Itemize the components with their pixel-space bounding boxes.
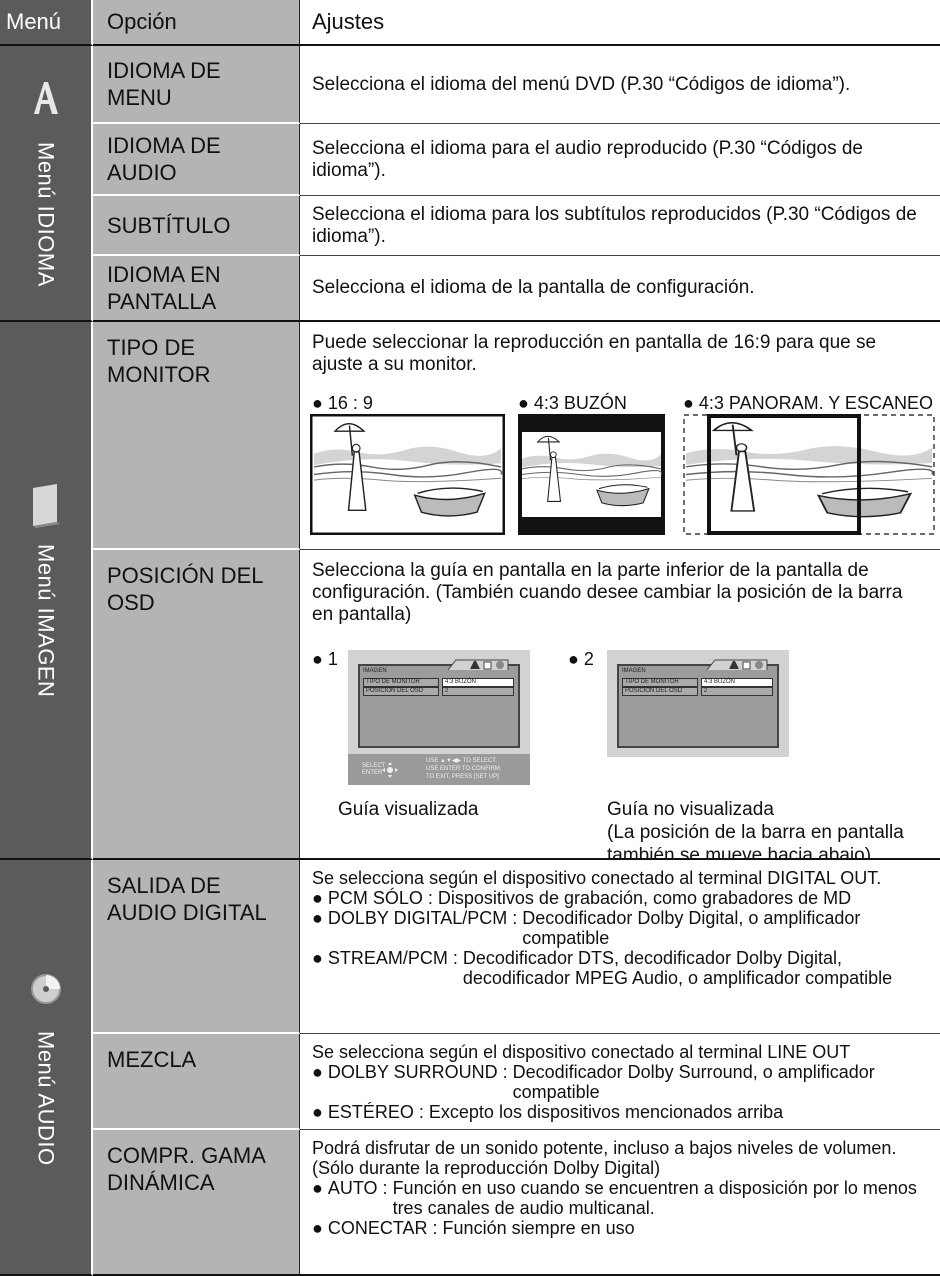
- caption-note: (La posición de la barra en pantalla tam…: [607, 822, 904, 860]
- osd-item-value: 2: [701, 687, 773, 696]
- menu-cell: Menú IMAGEN: [0, 322, 93, 860]
- settings-cell: Puede seleccionar la reproducción en pan…: [300, 322, 940, 550]
- osd-guide-line: TO EXIT, PRESS [SET UP]: [426, 774, 499, 780]
- menu-label: Menú IMAGEN: [33, 544, 59, 698]
- settings-text: Selecciona la guía en pantalla en la par…: [312, 560, 903, 625]
- settings-cell: Selecciona el idioma del menú DVD (P.30 …: [300, 46, 940, 124]
- menu-cell: Menú AUDIO: [0, 860, 93, 1276]
- settings-text: Selecciona el idioma del menú DVD (P.30 …: [312, 73, 851, 95]
- item-term: CONECTAR :: [312, 1218, 438, 1238]
- header-settings: Ajustes: [300, 0, 940, 46]
- bullet-item: STREAM/PCM :Decodificador DTS, decodific…: [312, 948, 928, 988]
- option-cell: COMPR. GAMA DINÁMICA: [93, 1130, 300, 1276]
- osd-guide-line: USE ENTER TO CONFIRM.: [426, 766, 502, 772]
- monitor-choice: 4:3 PANORAM. Y ESCANEO: [683, 392, 933, 414]
- caption-text: Guía no visualizada: [607, 799, 774, 820]
- osd-key: ENTER: [362, 770, 383, 776]
- osd-caption: Guía visualizada: [338, 798, 558, 821]
- settings-cell: Selecciona la guía en pantalla en la par…: [300, 550, 940, 860]
- item-text: Excepto los dispositivos mencionados arr…: [428, 1102, 784, 1122]
- option-cell: POSICIÓN DEL OSD: [93, 550, 300, 860]
- item-term: AUTO :: [312, 1178, 388, 1218]
- osd-tab: IMAGEN: [622, 668, 646, 674]
- settings-text: Selecciona el idioma para el audio repro…: [312, 137, 863, 181]
- choice-label: 2: [568, 648, 594, 670]
- item-text: Decodificador Dolby Digital, o amplifica…: [522, 908, 861, 948]
- header-menu: Menú: [0, 0, 93, 46]
- monitor-illustration: [683, 414, 935, 535]
- settings-note: (Sólo durante la reproducción Dolby Digi…: [312, 1158, 661, 1178]
- bullet-item: ESTÉREO :Excepto los dispositivos mencio…: [312, 1102, 928, 1122]
- osd-item-value: 2: [442, 687, 514, 696]
- bullet-item: AUTO :Función en uso cuando se encuentre…: [312, 1178, 928, 1218]
- item-term: DOLBY SURROUND :: [312, 1062, 508, 1102]
- monitor-illustration: [310, 414, 505, 535]
- settings-text: Podrá disfrutar de un sonido potente, in…: [312, 1138, 897, 1158]
- settings-cell: Podrá disfrutar de un sonido potente, in…: [300, 1130, 940, 1276]
- header-option: Opción: [93, 0, 300, 46]
- menu-icon: [30, 973, 61, 1004]
- option-cell: IDIOMA DE AUDIO: [93, 124, 300, 196]
- item-term: STREAM/PCM :: [312, 948, 458, 988]
- osd-item-label: TIPO DE MONITOR: [363, 678, 439, 687]
- option-cell: SALIDA DE AUDIO DIGITAL: [93, 860, 300, 1034]
- osd-dpad: [382, 762, 398, 778]
- option-cell: SUBTÍTULO: [93, 196, 300, 256]
- menu-label: Menú IDIOMA: [33, 141, 59, 287]
- osd-tab-icons: [448, 659, 509, 671]
- osd-key: SELECT: [362, 763, 386, 769]
- item-text: Función en uso cuando se encuentren a di…: [392, 1178, 917, 1218]
- osd-item-value: 4:3 BUZÓN: [701, 678, 773, 687]
- item-text: Decodificador DTS, decodificador Dolby D…: [462, 948, 893, 988]
- caption-text: Guía visualizada: [338, 799, 479, 820]
- settings-text: Selecciona el idioma para los subtítulos…: [312, 203, 917, 247]
- settings-text: Se selecciona según el dispositivo conec…: [312, 868, 882, 888]
- item-text: Función siempre en uso: [442, 1218, 635, 1238]
- osd-item-label: TIPO DE MONITOR: [622, 678, 698, 687]
- option-cell: TIPO DE MONITOR: [93, 322, 300, 550]
- osd-tab-icons: [707, 659, 768, 671]
- bullet-item: PCM SÓLO :Dispositivos de grabación, com…: [312, 888, 928, 908]
- settings-cell: Selecciona el idioma para el audio repro…: [300, 124, 940, 196]
- bullet-item: DOLBY DIGITAL/PCM :Decodificador Dolby D…: [312, 908, 928, 948]
- settings-text: Puede seleccionar la reproducción en pan…: [312, 332, 877, 375]
- item-text: Dispositivos de grabación, como grabador…: [437, 888, 852, 908]
- osd-guide-line: USE ▲▼◀▶ TO SELECT.: [426, 758, 497, 764]
- settings-cell: Se selecciona según el dispositivo conec…: [300, 1034, 940, 1130]
- item-term: DOLBY DIGITAL/PCM :: [312, 908, 517, 948]
- option-cell: IDIOMA DE MENU: [93, 46, 300, 124]
- osd-guide: SELECT ENTER USE ▲▼◀▶ TO SELECT. USE ENTER …: [348, 754, 530, 785]
- monitor-choice: 4:3 BUZÓN: [518, 392, 627, 414]
- osd-item-label: POSICIÓN DEL OSD: [363, 687, 439, 696]
- bullet-item: CONECTAR :Función siempre en uso: [312, 1218, 928, 1238]
- settings-text: Selecciona el idioma de la pantalla de c…: [312, 277, 755, 298]
- item-text: Decodificador Dolby Surround, o amplific…: [512, 1062, 875, 1102]
- osd-item-value: 4:3 BUZÓN: [442, 678, 514, 687]
- osd-item-label: POSICIÓN DEL OSD: [622, 687, 698, 696]
- bullet-item: DOLBY SURROUND :Decodificador Dolby Surr…: [312, 1062, 928, 1102]
- item-term: PCM SÓLO :: [312, 888, 433, 908]
- menu-icon: [33, 81, 58, 114]
- osd-screen-inner: IMAGEN TIPO DE MONITOR 4:3 BUZÓN POSICIÓN D…: [617, 659, 779, 748]
- settings-cell: Se selecciona según el dispositivo conec…: [300, 860, 940, 1034]
- option-cell: MEZCLA: [93, 1034, 300, 1130]
- settings-text: Se selecciona según el dispositivo conec…: [312, 1042, 851, 1062]
- menu-icon: [32, 484, 60, 529]
- osd-tab: IMAGEN: [363, 668, 387, 674]
- menu-cell: Menú IDIOMA: [0, 46, 93, 322]
- osd-screen: IMAGEN TIPO DE MONITOR 4:3 BUZÓN POSICIÓN D…: [607, 650, 789, 757]
- osd-caption: Guía no visualizada (La posición de la ba…: [607, 798, 927, 860]
- monitor-illustration: [518, 414, 665, 535]
- settings-cell: Selecciona el idioma para los subtítulos…: [300, 196, 940, 256]
- osd-screen-inner: IMAGEN TIPO DE MONITOR 4:3 BUZÓN POSICIÓN D…: [358, 659, 520, 748]
- choice-label: 1: [312, 648, 338, 670]
- osd-screen: IMAGEN TIPO DE MONITOR 4:3 BUZÓN POSICIÓN D…: [348, 650, 530, 785]
- item-term: ESTÉREO :: [312, 1102, 424, 1122]
- settings-cell: Selecciona el idioma de la pantalla de c…: [300, 256, 940, 322]
- monitor-choice: 16 : 9: [312, 392, 373, 414]
- menu-label: Menú AUDIO: [33, 1030, 59, 1166]
- option-cell: IDIOMA EN PANTALLA: [93, 256, 300, 322]
